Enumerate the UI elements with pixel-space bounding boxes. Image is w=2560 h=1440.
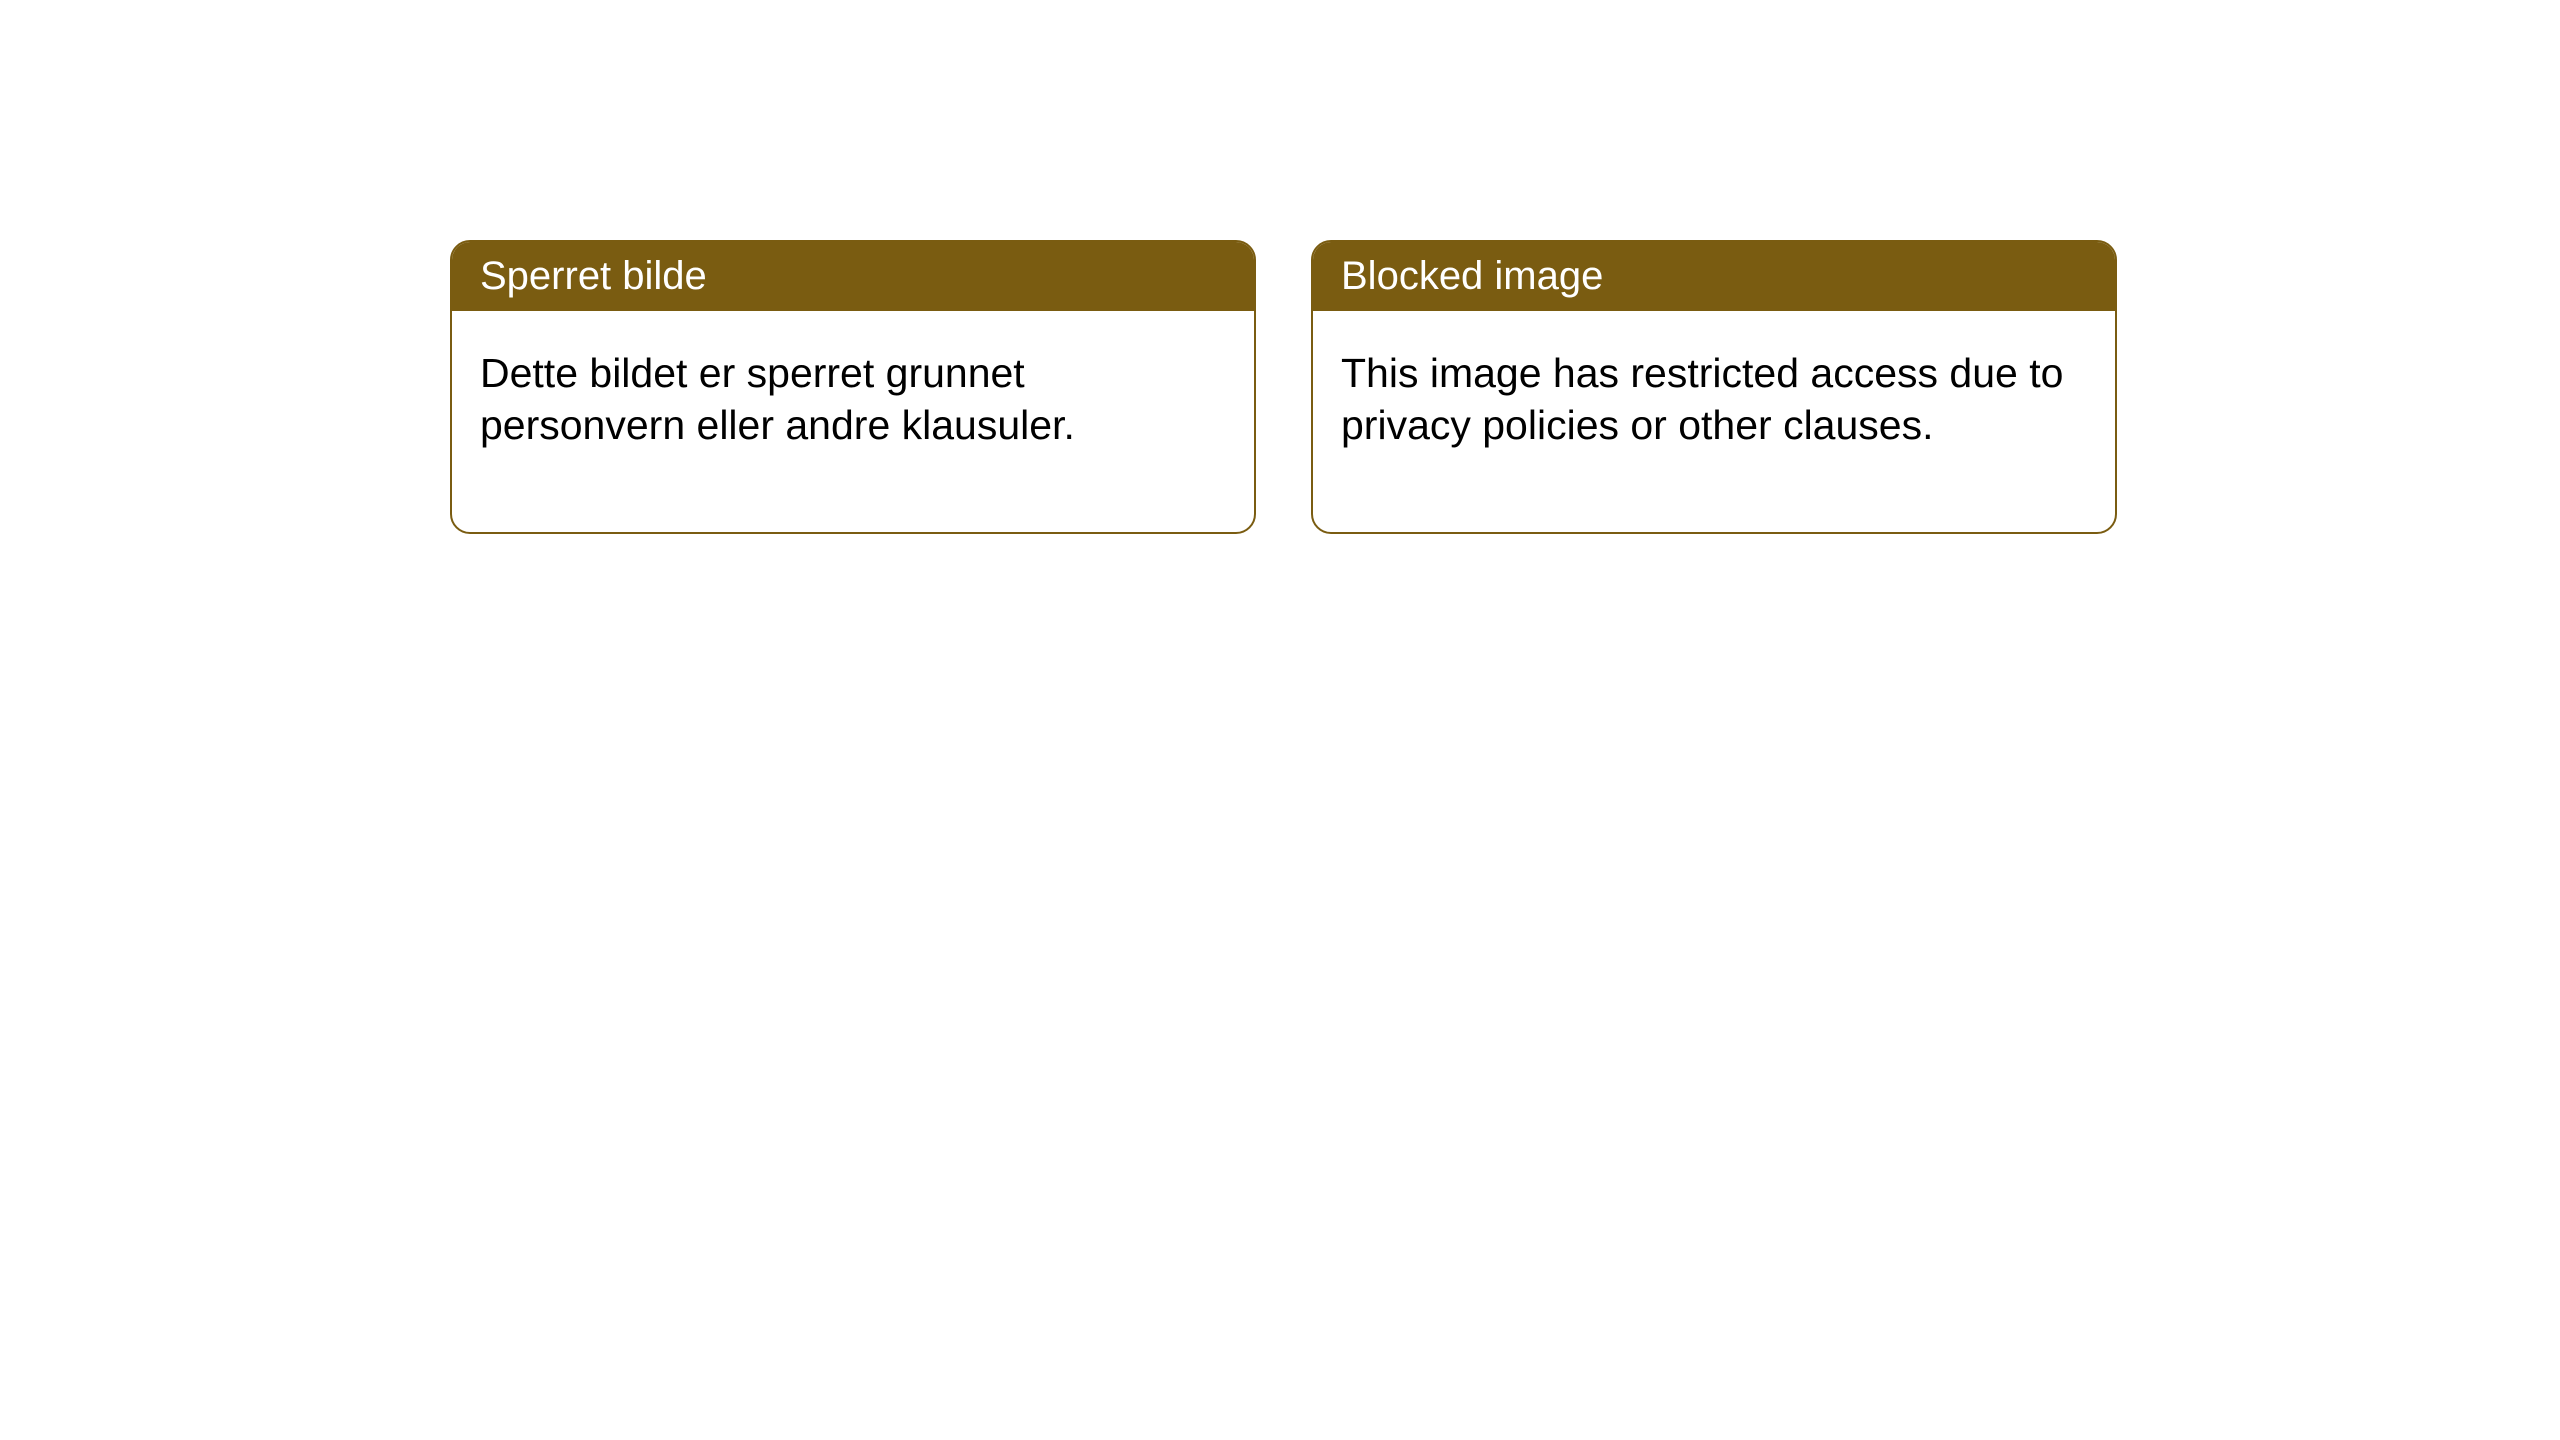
- card-body: This image has restricted access due to …: [1313, 311, 2115, 532]
- card-title: Sperret bilde: [480, 254, 707, 298]
- card-body: Dette bildet er sperret grunnet personve…: [452, 311, 1254, 532]
- card-title: Blocked image: [1341, 254, 1603, 298]
- card-body-text: This image has restricted access due to …: [1341, 350, 2063, 448]
- card-header: Sperret bilde: [452, 242, 1254, 311]
- card-english: Blocked image This image has restricted …: [1311, 240, 2117, 534]
- cards-container: Sperret bilde Dette bildet er sperret gr…: [450, 240, 2117, 534]
- card-body-text: Dette bildet er sperret grunnet personve…: [480, 350, 1075, 448]
- card-header: Blocked image: [1313, 242, 2115, 311]
- card-norwegian: Sperret bilde Dette bildet er sperret gr…: [450, 240, 1256, 534]
